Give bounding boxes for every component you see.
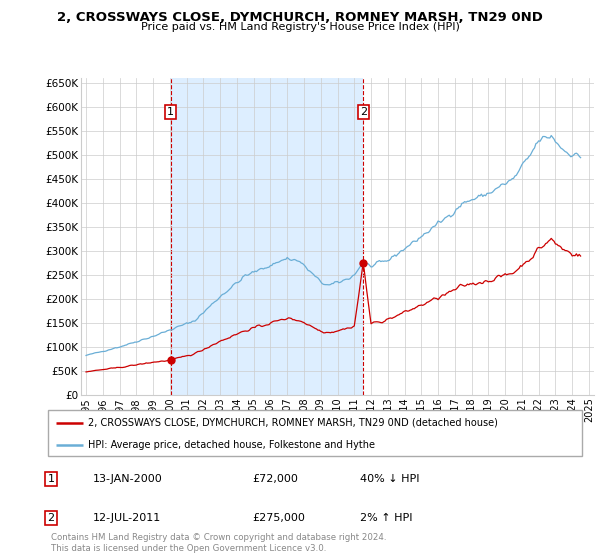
Text: 2% ↑ HPI: 2% ↑ HPI xyxy=(360,513,413,523)
Text: £72,000: £72,000 xyxy=(252,474,298,484)
Text: 2, CROSSWAYS CLOSE, DYMCHURCH, ROMNEY MARSH, TN29 0ND (detached house): 2, CROSSWAYS CLOSE, DYMCHURCH, ROMNEY MA… xyxy=(88,418,498,428)
Text: Contains HM Land Registry data © Crown copyright and database right 2024.
This d: Contains HM Land Registry data © Crown c… xyxy=(51,533,386,553)
Text: Price paid vs. HM Land Registry's House Price Index (HPI): Price paid vs. HM Land Registry's House … xyxy=(140,22,460,32)
Text: 12-JUL-2011: 12-JUL-2011 xyxy=(93,513,161,523)
Text: 2: 2 xyxy=(47,513,55,523)
Text: 13-JAN-2000: 13-JAN-2000 xyxy=(93,474,163,484)
Text: 40% ↓ HPI: 40% ↓ HPI xyxy=(360,474,419,484)
Text: HPI: Average price, detached house, Folkestone and Hythe: HPI: Average price, detached house, Folk… xyxy=(88,440,375,450)
Text: 2, CROSSWAYS CLOSE, DYMCHURCH, ROMNEY MARSH, TN29 0ND: 2, CROSSWAYS CLOSE, DYMCHURCH, ROMNEY MA… xyxy=(57,11,543,24)
Text: 1: 1 xyxy=(167,107,174,117)
Text: 2: 2 xyxy=(360,107,367,117)
Text: £275,000: £275,000 xyxy=(252,513,305,523)
Bar xyxy=(170,78,364,395)
Text: 1: 1 xyxy=(47,474,55,484)
